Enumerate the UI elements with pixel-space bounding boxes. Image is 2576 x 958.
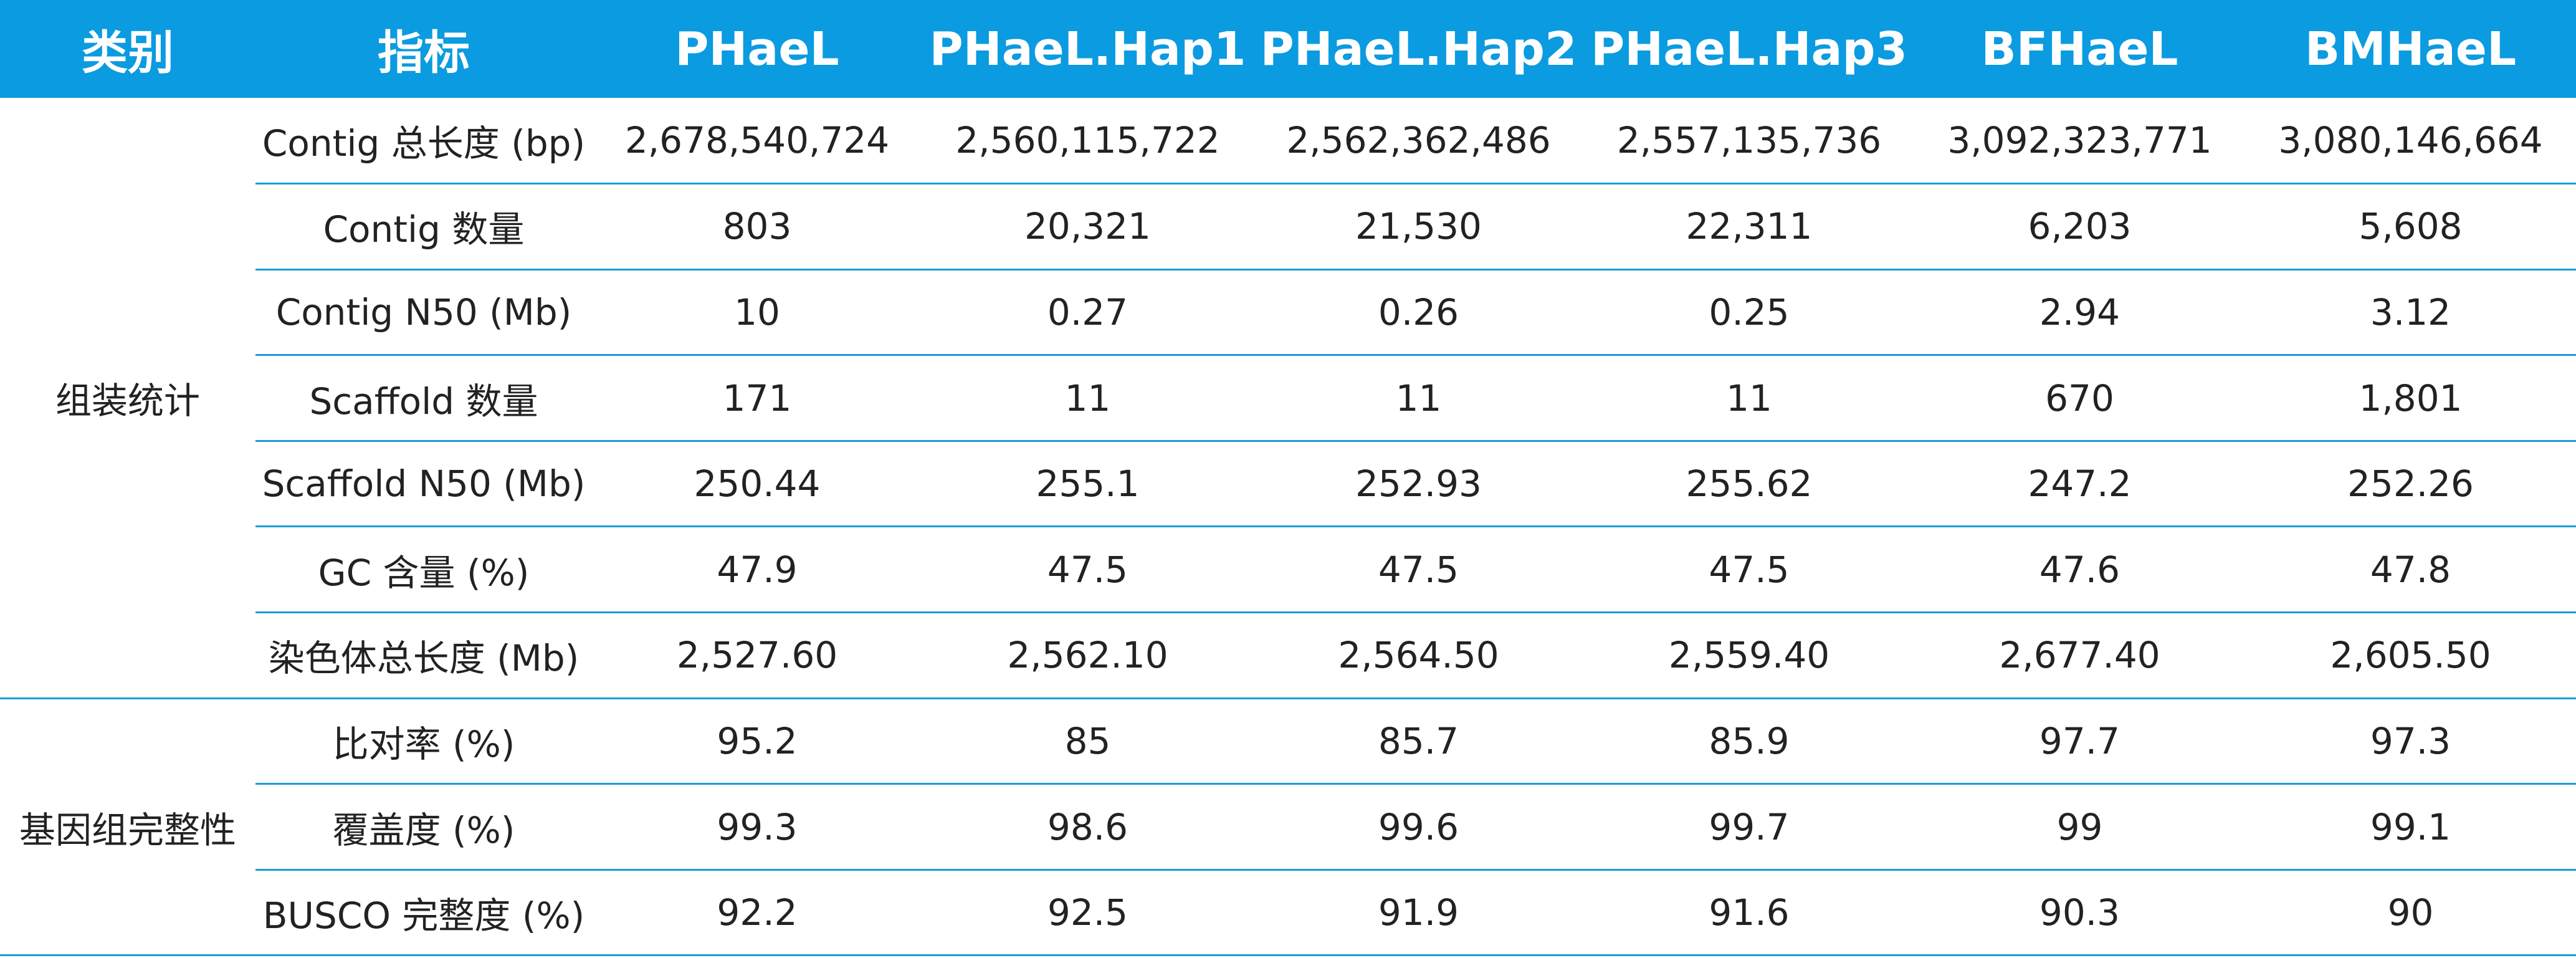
value-cell: 99.7	[1584, 783, 1914, 871]
value-cell: 5,608	[2245, 183, 2576, 271]
value-cell: 252.26	[2245, 441, 2576, 528]
value-cell: 95.2	[592, 698, 922, 785]
value-cell: 803	[592, 183, 922, 271]
metric-cell: Contig N50 (Mb)	[255, 269, 592, 357]
metric-cell: Contig 数量	[255, 183, 592, 271]
value-cell: 11	[1584, 355, 1914, 442]
value-cell: 85	[922, 698, 1253, 785]
header-bmhael: BMHaeL	[2245, 0, 2576, 98]
metric-cell: BUSCO 完整度 (%)	[255, 869, 592, 957]
metric-cell: 覆盖度 (%)	[255, 783, 592, 871]
value-cell: 98.6	[922, 783, 1253, 871]
value-cell: 47.5	[922, 526, 1253, 614]
value-cell: 92.2	[592, 869, 922, 957]
value-cell: 11	[1253, 355, 1584, 442]
value-cell: 255.62	[1584, 441, 1914, 528]
value-cell: 99.1	[2245, 783, 2576, 871]
table-row: 染色体总长度 (Mb) 2,527.60 2,562.10 2,564.50 2…	[0, 612, 2576, 699]
value-cell: 1,801	[2245, 355, 2576, 442]
value-cell: 2,677.40	[1914, 612, 2245, 699]
value-cell: 91.9	[1253, 869, 1584, 957]
table-row: 覆盖度 (%) 99.3 98.6 99.6 99.7 99 99.1	[0, 783, 2576, 871]
table-row: 组装统计 Contig 总长度 (bp) 2,678,540,724 2,560…	[0, 98, 2576, 699]
value-cell: 99.3	[592, 783, 922, 871]
header-row: 类别 指标 PHaeL PHaeL.Hap1 PHaeL.Hap2 PHaeL.…	[0, 0, 2576, 98]
value-cell: 2,562,362,486	[1253, 98, 1584, 185]
value-cell: 2,557,135,736	[1584, 98, 1914, 185]
value-cell: 90.3	[1914, 869, 2245, 957]
value-cell: 171	[592, 355, 922, 442]
value-cell: 90	[2245, 869, 2576, 957]
value-cell: 2,564.50	[1253, 612, 1584, 699]
value-cell: 6,203	[1914, 183, 2245, 271]
value-cell: 47.6	[1914, 526, 2245, 614]
category-cell: 组装统计	[0, 98, 255, 699]
category-cell: 基因组完整性	[0, 698, 255, 957]
header-phael-hap2: PHaeL.Hap2	[1253, 0, 1584, 98]
value-cell: 97.3	[2245, 698, 2576, 785]
value-cell: 2.94	[1914, 269, 2245, 357]
value-cell: 0.26	[1253, 269, 1584, 357]
value-cell: 99	[1914, 783, 2245, 871]
value-cell: 47.9	[592, 526, 922, 614]
header-phael-hap3: PHaeL.Hap3	[1584, 0, 1914, 98]
metric-cell: Scaffold N50 (Mb)	[255, 441, 592, 528]
value-cell: 2,562.10	[922, 612, 1253, 699]
table-row: 基因组完整性 比对率 (%) 95.2 85 85.7 85.9 97.7 97…	[0, 698, 2576, 957]
value-cell: 85.9	[1584, 698, 1914, 785]
value-cell: 47.8	[2245, 526, 2576, 614]
value-cell: 2,559.40	[1584, 612, 1914, 699]
value-cell: 3,092,323,771	[1914, 98, 2245, 185]
metric-cell: 染色体总长度 (Mb)	[255, 612, 592, 699]
value-cell: 97.7	[1914, 698, 2245, 785]
table-row: Contig N50 (Mb) 10 0.27 0.26 0.25 2.94 3…	[0, 269, 2576, 357]
metric-cell: Contig 总长度 (bp)	[255, 98, 592, 185]
value-cell: 252.93	[1253, 441, 1584, 528]
value-cell: 255.1	[922, 441, 1253, 528]
metric-cell: 比对率 (%)	[255, 698, 592, 785]
value-cell: 247.2	[1914, 441, 2245, 528]
value-cell: 10	[592, 269, 922, 357]
value-cell: 85.7	[1253, 698, 1584, 785]
header-phael: PHaeL	[592, 0, 922, 98]
value-cell: 47.5	[1584, 526, 1914, 614]
value-cell: 2,678,540,724	[592, 98, 922, 185]
header-category: 类别	[0, 0, 255, 98]
value-cell: 22,311	[1584, 183, 1914, 271]
value-cell: 250.44	[592, 441, 922, 528]
value-cell: 3.12	[2245, 269, 2576, 357]
value-cell: 2,560,115,722	[922, 98, 1253, 185]
value-cell: 47.5	[1253, 526, 1584, 614]
value-cell: 99.6	[1253, 783, 1584, 871]
value-cell: 2,605.50	[2245, 612, 2576, 699]
value-cell: 21,530	[1253, 183, 1584, 271]
metric-cell: GC 含量 (%)	[255, 526, 592, 614]
value-cell: 0.27	[922, 269, 1253, 357]
value-cell: 20,321	[922, 183, 1253, 271]
value-cell: 670	[1914, 355, 2245, 442]
table-row: GC 含量 (%) 47.9 47.5 47.5 47.5 47.6 47.8	[0, 526, 2576, 614]
value-cell: 2,527.60	[592, 612, 922, 699]
table-row: Contig 数量 803 20,321 21,530 22,311 6,203…	[0, 183, 2576, 271]
value-cell: 0.25	[1584, 269, 1914, 357]
value-cell: 92.5	[922, 869, 1253, 957]
header-metric: 指标	[255, 0, 592, 98]
header-bfhael: BFHaeL	[1914, 0, 2245, 98]
table-row: BUSCO 完整度 (%) 92.2 92.5 91.9 91.6 90.3 9…	[0, 869, 2576, 957]
table-row: Scaffold N50 (Mb) 250.44 255.1 252.93 25…	[0, 441, 2576, 528]
value-cell: 91.6	[1584, 869, 1914, 957]
table-row: Scaffold 数量 171 11 11 11 670 1,801	[0, 355, 2576, 442]
value-cell: 11	[922, 355, 1253, 442]
metric-cell: Scaffold 数量	[255, 355, 592, 442]
header-phael-hap1: PHaeL.Hap1	[922, 0, 1253, 98]
value-cell: 3,080,146,664	[2245, 98, 2576, 185]
